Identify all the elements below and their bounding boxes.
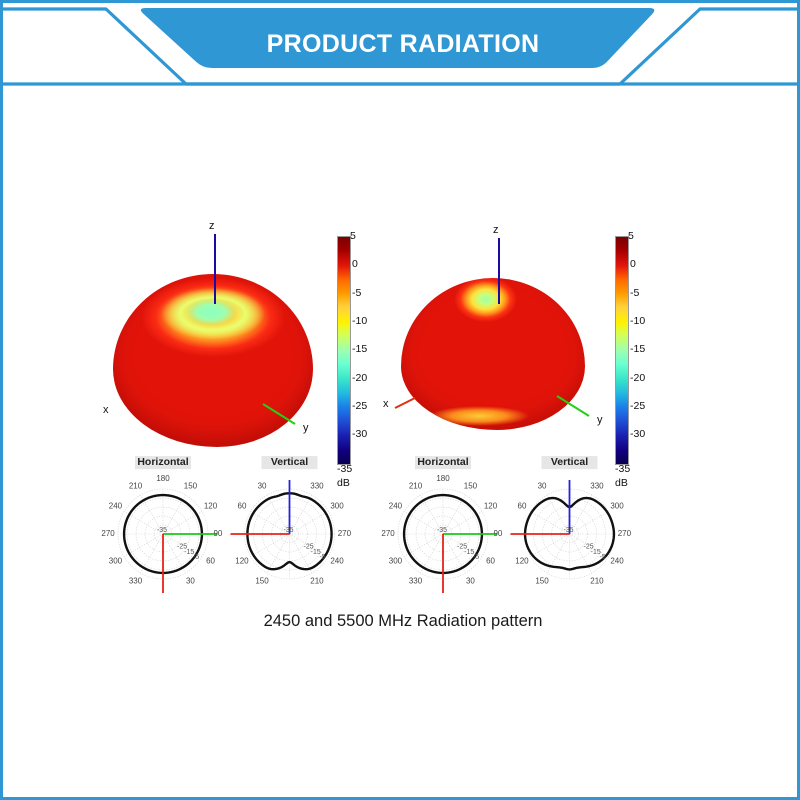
svg-text:120: 120 [484,502,498,511]
svg-text:300: 300 [610,502,624,511]
svg-text:330: 330 [590,482,604,491]
svg-text:270: 270 [338,529,352,538]
svg-text:-35: -35 [157,527,167,534]
svg-text:90: 90 [493,529,502,538]
svg-text:-25: -25 [303,543,313,550]
svg-text:Vertical: Vertical [551,456,588,468]
svg-text:150: 150 [255,577,269,586]
svg-text:120: 120 [235,557,249,566]
svg-text:30: 30 [186,577,195,586]
svg-text:-35: -35 [437,527,447,534]
svg-text:90: 90 [213,529,222,538]
svg-text:Horizontal: Horizontal [137,456,188,468]
svg-text:210: 210 [129,482,143,491]
svg-text:210: 210 [590,577,604,586]
svg-text:150: 150 [464,482,478,491]
svg-text:120: 120 [515,557,529,566]
svg-text:-25: -25 [457,543,467,550]
svg-text:330: 330 [129,577,143,586]
svg-text:240: 240 [109,502,123,511]
svg-text:-25: -25 [177,543,187,550]
svg-text:300: 300 [330,502,344,511]
svg-text:60: 60 [518,502,527,511]
svg-text:240: 240 [389,502,403,511]
svg-text:210: 210 [409,482,423,491]
svg-text:180: 180 [436,474,450,483]
svg-text:Vertical: Vertical [271,456,308,468]
svg-text:270: 270 [101,529,115,538]
svg-text:300: 300 [389,557,403,566]
svg-text:Horizontal: Horizontal [417,456,468,468]
svg-text:240: 240 [330,557,344,566]
svg-text:330: 330 [409,577,423,586]
svg-text:180: 180 [156,474,170,483]
svg-text:210: 210 [310,577,324,586]
svg-text:30: 30 [466,577,475,586]
svg-text:-35: -35 [283,527,293,534]
svg-text:330: 330 [310,482,324,491]
svg-text:150: 150 [184,482,198,491]
svg-text:120: 120 [204,502,218,511]
svg-text:30: 30 [538,482,547,491]
svg-text:-25: -25 [583,543,593,550]
svg-text:300: 300 [109,557,123,566]
svg-text:270: 270 [618,529,632,538]
svg-text:-35: -35 [563,527,573,534]
svg-text:270: 270 [381,529,395,538]
svg-text:240: 240 [610,557,624,566]
svg-text:60: 60 [238,502,247,511]
svg-text:60: 60 [486,557,495,566]
svg-text:60: 60 [206,557,215,566]
svg-text:150: 150 [535,577,549,586]
svg-text:30: 30 [258,482,267,491]
